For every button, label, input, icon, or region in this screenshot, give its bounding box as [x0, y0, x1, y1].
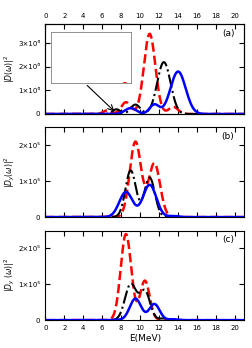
Text: (b): (b)	[222, 132, 234, 141]
Y-axis label: $|D(\omega)|^2$: $|D(\omega)|^2$	[3, 55, 17, 83]
Y-axis label: $|D_y(\omega)|^2$: $|D_y(\omega)|^2$	[3, 156, 17, 188]
Text: (c): (c)	[223, 235, 234, 244]
Y-axis label: $|D_y\ (\omega)|^2$: $|D_y\ (\omega)|^2$	[3, 258, 17, 292]
X-axis label: E(MeV): E(MeV)	[129, 334, 161, 343]
Text: (a): (a)	[222, 29, 234, 38]
